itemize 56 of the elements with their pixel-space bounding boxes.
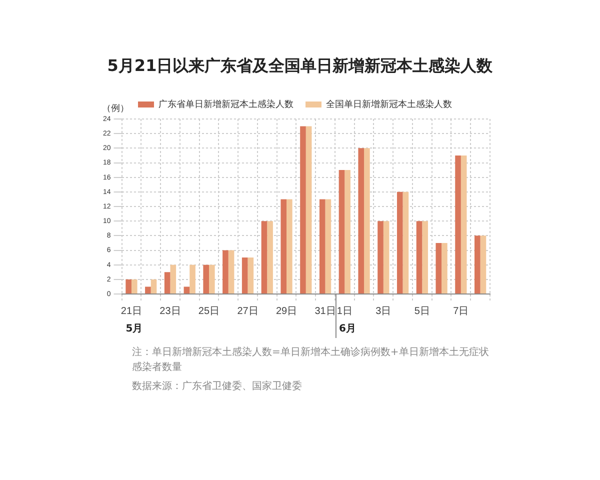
bar <box>436 242 442 294</box>
bar <box>184 286 190 294</box>
text: 5月 <box>126 324 143 335</box>
bar <box>338 170 345 294</box>
x-tick-label: 21日 <box>120 306 142 317</box>
x-tick-label: 7日 <box>453 306 469 317</box>
bar <box>378 221 384 294</box>
bar <box>280 199 287 294</box>
bar <box>480 236 486 294</box>
bar <box>474 236 480 294</box>
y-axis-title: （例） <box>102 102 129 114</box>
bar <box>286 199 292 294</box>
bar <box>306 126 312 294</box>
bar <box>150 279 157 294</box>
bar <box>222 250 228 294</box>
bar <box>190 264 196 294</box>
bar <box>344 170 350 294</box>
legend-label: 广东省单日新增新冠本土感染人数 <box>158 98 294 109</box>
bar <box>402 192 409 294</box>
x-tick-label: 31日 <box>314 306 336 317</box>
x-tick-label: 29日 <box>276 306 298 317</box>
legend-label: 全国单日新增新冠本土感染人数 <box>326 98 452 109</box>
x-tick-label: 27日 <box>237 306 258 317</box>
bar <box>248 258 254 294</box>
text: 注：单日新增新冠本土感染人数=单日新增本土确诊病例数+单日新增本土无症状感染者数量 <box>132 346 490 375</box>
x-tick-label: 5日 <box>414 306 430 317</box>
x-tick-label: 3日 <box>376 306 392 317</box>
bar <box>416 221 422 294</box>
bar <box>126 279 132 294</box>
bar <box>364 148 370 294</box>
bar <box>358 148 364 294</box>
bar <box>131 279 138 294</box>
bar <box>396 192 403 294</box>
bar <box>164 272 170 294</box>
bar <box>422 221 428 294</box>
x-tick-label: 25日 <box>198 306 220 317</box>
bar <box>242 258 248 294</box>
bar <box>442 242 448 294</box>
bar <box>460 155 467 294</box>
x-tick-label: 1日 <box>336 306 352 317</box>
bar <box>170 264 176 294</box>
bar <box>383 221 390 294</box>
bar <box>319 199 326 294</box>
bar <box>455 155 461 294</box>
bar <box>325 199 332 294</box>
bar <box>208 264 215 294</box>
bar <box>228 250 234 294</box>
bar <box>145 286 151 294</box>
bar <box>267 221 273 294</box>
bar <box>300 126 306 294</box>
x-tick-label: 23日 <box>160 306 181 317</box>
chart-title: 5月21日以来广东省及全国单日新增新冠本土感染人数 <box>106 56 494 77</box>
bar <box>203 264 209 294</box>
text: 6月 <box>338 324 356 335</box>
bar <box>261 221 268 294</box>
source-note: 数据来源：广东省卫健委、国家卫健委 <box>132 380 303 394</box>
